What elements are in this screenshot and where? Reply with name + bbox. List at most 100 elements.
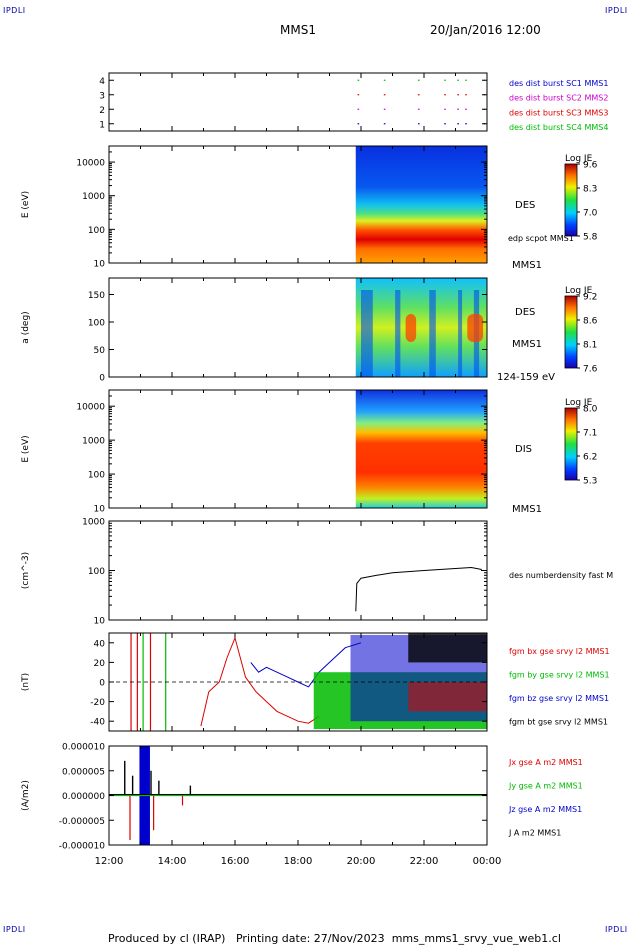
burst-mark-mms2 bbox=[457, 108, 459, 110]
colorbar bbox=[564, 295, 578, 369]
corner-label-top-right: IPDLI bbox=[605, 6, 628, 15]
y-tick-label: 0.000005 bbox=[62, 767, 105, 777]
plot-title: MMS1 bbox=[280, 23, 316, 37]
legend-entry-burst-mms4: des dist burst SC4 MMS4 bbox=[509, 123, 608, 132]
y-tick-label: 0 bbox=[99, 679, 105, 689]
x-tick-label: 00:00 bbox=[473, 856, 502, 867]
y-axis-label: (A/m2) bbox=[21, 780, 31, 811]
burst-mark-mms3 bbox=[457, 94, 459, 96]
burst-mark-mms2 bbox=[417, 108, 420, 110]
burst-mark-mms1 bbox=[417, 123, 420, 125]
x-tick-label: 22:00 bbox=[410, 856, 439, 867]
burst-mark-mms4 bbox=[417, 79, 420, 81]
burst-mark-mms4 bbox=[457, 79, 459, 81]
burst-mark-mms1 bbox=[444, 123, 446, 125]
burst-mark-mms2 bbox=[465, 108, 467, 110]
burst-mark-mms3 bbox=[417, 94, 420, 96]
spectrogram-des-energy bbox=[355, 146, 487, 263]
y-axis-label: (cm^-3) bbox=[21, 552, 31, 589]
y-tick-label: 20 bbox=[94, 659, 106, 669]
y-tick-label: 150 bbox=[88, 291, 105, 301]
legend-entry-current-4: J A m2 MMS1 bbox=[508, 829, 561, 838]
colorbar-tick-label: 7.0 bbox=[583, 209, 598, 219]
y-tick-label: -20 bbox=[90, 698, 105, 708]
legend-entry-burst-mms1: des dist burst SC1 MMS1 bbox=[509, 79, 608, 88]
y-tick-label: 40 bbox=[94, 639, 106, 649]
y-tick-label: 50 bbox=[94, 346, 106, 356]
colorbar-tick-label: 7.1 bbox=[583, 429, 597, 439]
side-label-energy-range: 124-159 eV bbox=[497, 372, 555, 383]
density-line bbox=[355, 566, 482, 612]
y-tick-label: 3 bbox=[99, 91, 105, 101]
burst-mark-mms2 bbox=[444, 108, 446, 110]
colorbar-title: Log JE bbox=[565, 398, 593, 408]
legend-entry-current-1: Jx gse A m2 MMS1 bbox=[508, 758, 583, 767]
colorbar-title: Log JE bbox=[565, 286, 593, 296]
burst-mark-mms1 bbox=[465, 123, 467, 125]
corner-label-bottom-right: IPDLI bbox=[605, 925, 628, 934]
y-tick-label: -0.000010 bbox=[59, 842, 105, 852]
y-tick-label: 1000 bbox=[82, 192, 105, 202]
plot-datetime: 20/Jan/2016 12:00 bbox=[430, 23, 541, 37]
burst-mark-mms1 bbox=[357, 123, 360, 125]
y-tick-label: 10000 bbox=[76, 403, 105, 413]
burst-mark-mms4 bbox=[357, 79, 360, 81]
colorbar bbox=[564, 407, 578, 481]
pitch-high-blob bbox=[405, 314, 417, 342]
panel-1-frame bbox=[108, 72, 488, 132]
pitch-low-band bbox=[395, 290, 401, 377]
y-axis-label: E (eV) bbox=[21, 191, 31, 218]
burst-mark-mms1 bbox=[457, 123, 459, 125]
y-tick-label: 0 bbox=[99, 374, 105, 384]
x-tick-label: 20:00 bbox=[347, 856, 376, 867]
spectrogram-des-pitch bbox=[355, 278, 487, 377]
spectrogram-dis-energy bbox=[355, 390, 487, 508]
colorbar-tick-label: 8.1 bbox=[583, 341, 597, 351]
y-tick-label: 2 bbox=[99, 106, 105, 116]
y-tick-label: 100 bbox=[88, 226, 105, 236]
bfield-dense-bt bbox=[408, 633, 487, 663]
y-tick-label: 10 bbox=[94, 505, 106, 515]
legend-entry-bfield-3: fgm bz gse srvy l2 MMS1 bbox=[509, 694, 609, 703]
pitch-high-blob bbox=[467, 314, 484, 342]
colorbar-title: Log JE bbox=[565, 154, 593, 164]
y-tick-label: 10000 bbox=[76, 159, 105, 169]
side-label-des: DES bbox=[515, 200, 535, 211]
x-tick-label: 14:00 bbox=[158, 856, 187, 867]
y-tick-label: 1000 bbox=[82, 518, 105, 528]
colorbar-tick-label: 8.3 bbox=[583, 185, 597, 195]
side-label-mms1: MMS1 bbox=[512, 260, 542, 271]
burst-mark-mms2 bbox=[357, 108, 360, 110]
burst-mark-mms4 bbox=[383, 79, 386, 81]
y-axis-label: E (eV) bbox=[21, 435, 31, 462]
x-tick-label: 16:00 bbox=[221, 856, 250, 867]
bfield-line bbox=[200, 636, 320, 727]
y-tick-label: 1 bbox=[99, 120, 105, 130]
y-tick-label: 4 bbox=[99, 77, 105, 87]
y-axis-label: a (deg) bbox=[21, 311, 31, 343]
side-label-mms1: MMS1 bbox=[512, 339, 542, 350]
colorbar-tick-label: 9.2 bbox=[583, 293, 597, 303]
bfield-dense-bx bbox=[408, 682, 487, 712]
corner-label-top-left: IPDLI bbox=[3, 6, 26, 15]
y-tick-label: 100 bbox=[88, 319, 105, 329]
x-tick-label: 12:00 bbox=[95, 856, 124, 867]
colorbar-tick-label: 7.6 bbox=[583, 365, 598, 375]
pitch-low-band bbox=[361, 290, 373, 377]
y-tick-label: 0.000000 bbox=[62, 792, 105, 802]
legend-entry-bfield-4: fgm bt gse srvy l2 MMS1 bbox=[509, 718, 608, 727]
colorbar-tick-label: 8.0 bbox=[583, 405, 598, 415]
burst-mark-mms1 bbox=[383, 123, 386, 125]
burst-mark-mms3 bbox=[383, 94, 386, 96]
y-tick-label: 1000 bbox=[82, 437, 105, 447]
legend-entry-bfield-2: fgm by gse srvy l2 MMS1 bbox=[509, 671, 610, 680]
burst-mark-mms3 bbox=[444, 94, 446, 96]
legend-entry-density: des numberdensity fast M bbox=[509, 571, 613, 580]
burst-mark-mms2 bbox=[383, 108, 386, 110]
legend-entry-bfield-1: fgm bx gse srvy l2 MMS1 bbox=[509, 647, 610, 656]
y-tick-label: 100 bbox=[88, 471, 105, 481]
burst-mark-mms4 bbox=[465, 79, 467, 81]
y-axis-label: (nT) bbox=[21, 673, 31, 691]
y-tick-label: 0.000010 bbox=[62, 743, 105, 753]
